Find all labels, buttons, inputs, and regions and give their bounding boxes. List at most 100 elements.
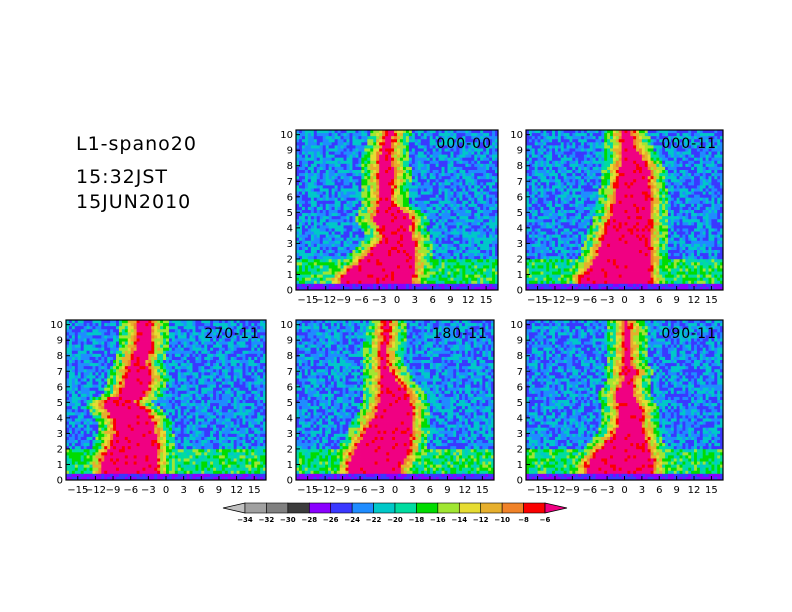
y-tick-label: 9 <box>517 336 523 347</box>
x-tick-label: −3 <box>370 485 385 496</box>
x-tick-label: 3 <box>412 295 418 306</box>
y-tick-label: 5 <box>517 208 523 219</box>
y-tick-label: 3 <box>57 429 63 440</box>
y-tick-label: 5 <box>287 398 293 409</box>
y-tick-label: 10 <box>510 130 523 141</box>
x-tick-label: −12 <box>315 485 336 496</box>
colorbar-segment <box>437 502 460 514</box>
x-tick-label: 15 <box>705 485 718 496</box>
x-tick-label: 0 <box>394 295 400 306</box>
colorbar-segment <box>351 502 374 514</box>
y-tick-label: 2 <box>517 444 523 455</box>
x-tick-label: 0 <box>392 485 398 496</box>
y-tick-label: 0 <box>57 476 63 487</box>
x-tick-label: −12 <box>544 295 565 306</box>
heatmap-cells <box>66 320 267 481</box>
colorbar: −34 −32 −30 −28 −26 −24 −22 −20 −18 −16 −14 −12 −10−… <box>222 502 568 524</box>
y-tick-label: 2 <box>517 254 523 265</box>
x-tick-label: 0 <box>621 295 627 306</box>
y-tick-label: 5 <box>517 398 523 409</box>
panel-label: 000-00 <box>436 136 492 152</box>
y-tick-label: 10 <box>50 320 63 331</box>
colorbar-label: −26 <box>323 516 339 524</box>
y-tick-label: 4 <box>287 223 293 234</box>
colorbar-segment <box>501 502 524 514</box>
figure-date: 15JUN2010 <box>76 191 192 213</box>
colorbar-label: −30 <box>280 516 296 524</box>
y-tick-label: 4 <box>517 413 523 424</box>
y-tick-label: 7 <box>517 177 523 188</box>
x-tick-label: −9 <box>565 295 580 306</box>
x-tick-label: 9 <box>673 485 679 496</box>
y-tick-label: 9 <box>287 336 293 347</box>
y-tick-label: 2 <box>287 444 293 455</box>
x-tick-label: −12 <box>544 485 565 496</box>
panel-label: 090-11 <box>661 326 717 342</box>
colorbar-segment <box>480 502 503 514</box>
y-tick-label: 9 <box>517 146 523 157</box>
x-tick-label: −12 <box>85 485 106 496</box>
heatmap-cells <box>296 320 495 481</box>
y-tick-label: 7 <box>57 367 63 378</box>
x-tick-label: −3 <box>372 295 387 306</box>
x-tick-label: 15 <box>705 295 718 306</box>
x-tick-label: −6 <box>353 485 368 496</box>
panel-label: 270-11 <box>204 326 260 342</box>
y-tick-label: 0 <box>287 476 293 487</box>
y-tick-label: 1 <box>287 270 293 281</box>
y-tick-label: 8 <box>287 351 293 362</box>
y-tick-label: 8 <box>517 351 523 362</box>
x-tick-label: −9 <box>106 485 121 496</box>
x-tick-label: 6 <box>198 485 204 496</box>
colorbar-segment <box>523 502 546 514</box>
x-tick-label: 6 <box>427 485 433 496</box>
y-tick-label: 10 <box>280 130 293 141</box>
y-tick-label: 6 <box>57 382 63 393</box>
colorbar-label: −8 <box>518 516 529 524</box>
panel-label: 180-11 <box>432 326 488 342</box>
x-tick-label: 6 <box>429 295 435 306</box>
colorbar-label: −34 <box>237 516 253 524</box>
y-tick-label: 2 <box>287 254 293 265</box>
colorbar-low-arrow <box>222 502 246 514</box>
colorbar-label: −16 <box>430 516 446 524</box>
colorbar-high-arrow <box>544 502 568 514</box>
x-tick-label: 9 <box>673 295 679 306</box>
x-tick-label: 0 <box>621 485 627 496</box>
colorbar-label: −6 <box>540 516 551 524</box>
y-tick-label: 3 <box>287 239 293 250</box>
y-tick-label: 2 <box>57 444 63 455</box>
y-tick-label: 3 <box>287 429 293 440</box>
x-tick-label: 12 <box>230 485 243 496</box>
y-tick-label: 8 <box>517 161 523 172</box>
x-tick-label: −3 <box>600 485 615 496</box>
colorbar-segment <box>458 502 482 514</box>
x-tick-label: −15 <box>297 295 318 306</box>
colorbar-segment <box>373 502 396 514</box>
x-tick-label: 9 <box>216 485 222 496</box>
y-tick-label: 6 <box>287 192 293 203</box>
figure-title: L1-spano20 <box>76 133 197 155</box>
colorbar-label: −28 <box>301 516 317 524</box>
x-tick-label: −15 <box>527 295 548 306</box>
y-tick-label: 0 <box>287 286 293 297</box>
y-tick-label: 7 <box>287 177 293 188</box>
x-tick-label: −6 <box>582 295 597 306</box>
x-tick-label: 12 <box>462 295 475 306</box>
x-tick-label: −6 <box>354 295 369 306</box>
colorbar-segment <box>394 502 417 514</box>
y-tick-label: 1 <box>287 460 293 471</box>
y-tick-label: 9 <box>287 146 293 157</box>
y-tick-label: 6 <box>517 192 523 203</box>
y-tick-label: 9 <box>57 336 63 347</box>
x-tick-label: 15 <box>248 485 261 496</box>
x-tick-label: −6 <box>582 485 597 496</box>
x-tick-label: 6 <box>656 295 662 306</box>
y-tick-label: 4 <box>517 223 523 234</box>
y-tick-label: 7 <box>287 367 293 378</box>
x-tick-label: 12 <box>688 485 701 496</box>
x-tick-label: 12 <box>688 295 701 306</box>
